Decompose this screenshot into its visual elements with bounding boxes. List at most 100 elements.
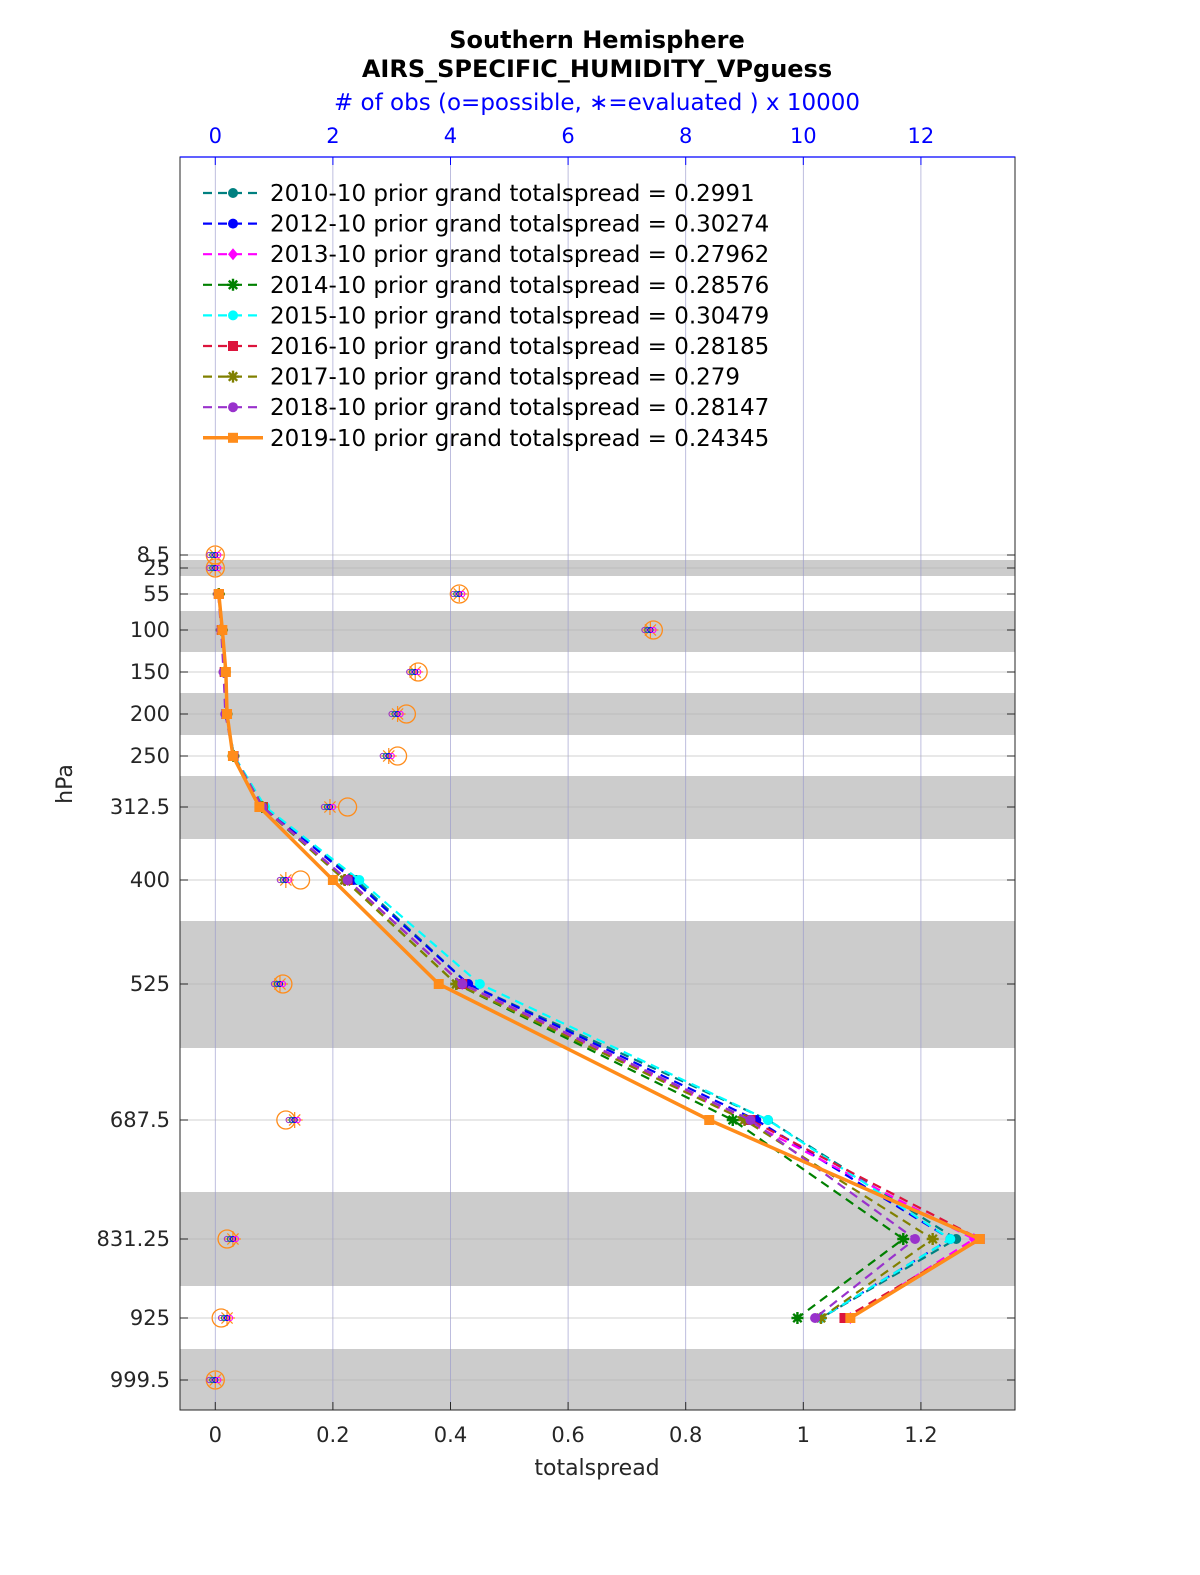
series-point [474,979,485,989]
x-tick-label: 0.2 [316,1423,349,1447]
legend-marker [227,278,239,291]
y-axis-label: hPa [53,764,78,804]
legend-label: 2014-10 prior grand totalspread = 0.2857… [270,273,769,299]
obs-year-marker [220,1314,228,1322]
series-point [227,751,238,761]
series-line [217,593,917,1319]
series-point [810,1313,821,1323]
legend-label: 2017-10 prior grand totalspread = 0.279 [270,365,740,391]
x-axis-label: totalspread [534,1456,659,1481]
legend: 2010-10 prior grand totalspread = 0.2991… [203,181,769,452]
legend-marker [228,248,238,261]
top-axis-label: # of obs (o=possible, ∗=evaluated ) x 10… [334,90,860,116]
series-point [845,1313,856,1323]
obs-year-marker [388,710,395,718]
obs-year-marker [223,1314,231,1322]
series-point [704,1115,715,1125]
top-tick-label: 8 [679,124,692,148]
obs-year-marker [212,564,219,572]
series-lines [212,588,985,1324]
top-tick-label: 4 [444,124,457,148]
obs-year-marker [409,668,416,676]
y-tick-label: 831.25 [97,1227,170,1251]
series-point [974,1234,985,1244]
obs-year-marker [270,980,278,988]
y-tick-label: 8.5 [137,543,170,567]
obs-year-marker [456,590,463,598]
obs-year-marker [382,752,389,760]
y-tick-label: 312.5 [110,795,170,819]
top-tick-label: 12 [908,124,935,148]
x-tick-label: 1 [797,1423,810,1447]
x-tick-label: 0.6 [551,1423,584,1447]
level-band [180,611,1015,652]
obs-year-marker [217,1314,225,1322]
top-tick-label: 6 [561,124,574,148]
obs-year-marker [279,876,286,884]
series-point [254,802,265,812]
top-axis: 0 2 4 6 8 10 12 [209,124,935,165]
legend-label: 2015-10 prior grand totalspread = 0.3047… [270,303,769,329]
obs-year-marker [288,1116,295,1124]
obs-year-marker [209,564,216,572]
obs-year-marker [394,710,401,718]
obs-year-marker [412,668,419,676]
obs-year-marker [388,752,395,760]
top-tick-label: 2 [326,124,339,148]
obs-year-marker [453,590,460,598]
obs-year-marker [273,980,281,988]
obs-year-marker [226,1314,234,1322]
y-tick-label: 400 [130,868,170,892]
obs-year-marker [206,551,213,559]
y-tick-label: 200 [130,702,170,726]
y-tick-label: 999.5 [110,1368,170,1392]
series-point [433,979,444,989]
y-tick-label: 925 [130,1306,170,1330]
legend-label: 2010-10 prior grand totalspread = 0.2991 [270,181,755,207]
obs-year-marker [415,668,422,676]
legend-label: 2019-10 prior grand totalspread = 0.2434… [270,426,769,452]
obs-year-marker [209,1376,216,1384]
obs-year-marker [276,980,284,988]
obs-year-marker [385,752,392,760]
obs-year-marker [276,876,283,884]
obs-year-marker [323,803,331,811]
series-point [220,667,231,677]
series-point [763,1115,774,1125]
series-point [450,978,463,990]
series-point [217,625,228,635]
obs-year-marker [285,876,292,884]
obs-possible-marker [337,797,358,817]
obs-year-marker [329,803,337,811]
legend-label: 2012-10 prior grand totalspread = 0.3027… [270,212,769,238]
obs-year-marker [229,1235,237,1243]
legend-marker [228,432,238,443]
obs-year-marker [379,752,386,760]
legend-marker [228,402,238,413]
obs-year-marker [206,1376,213,1384]
obs-year-marker [291,1116,298,1124]
series-point [457,979,468,989]
obs-year-marker [212,1376,219,1384]
x-tick-label: 0.4 [434,1423,467,1447]
obs-year-marker [226,1235,234,1243]
series-point [745,1115,756,1125]
series-point [354,875,365,885]
obs-year-marker [320,803,328,811]
y-tick-label: 150 [130,660,170,684]
legend-marker [228,218,238,229]
obs-year-marker [282,876,289,884]
obs-year-marker [326,803,334,811]
obs-year-marker [450,590,457,598]
level-band [180,921,1015,1048]
obs-year-marker [209,551,216,559]
obs-year-marker [206,564,213,572]
legend-marker [228,310,238,321]
series-point [726,1114,739,1126]
x-axis: 0 0.2 0.4 0.6 0.8 1 1.2 [209,1402,938,1447]
series-point [791,1312,804,1324]
obs-year-marker [391,710,398,718]
obs-year-marker [459,590,466,598]
obs-year-marker [215,551,222,559]
